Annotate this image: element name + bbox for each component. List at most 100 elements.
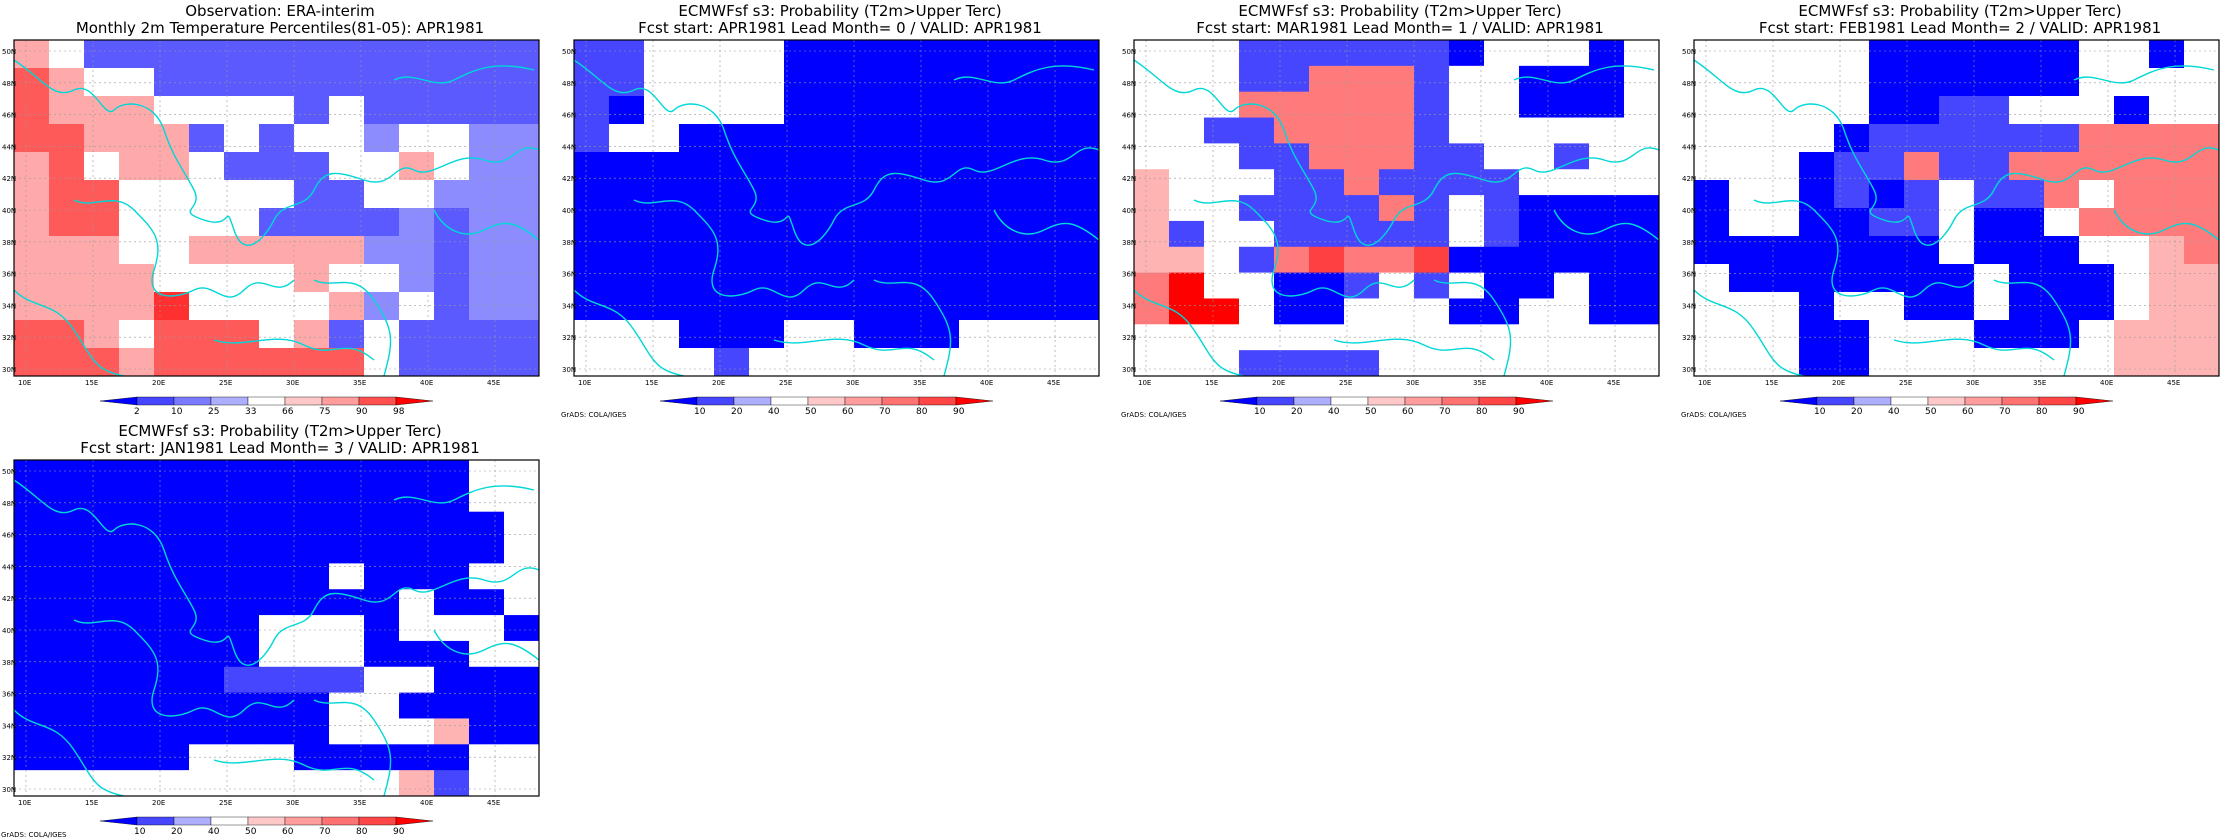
grid-cell — [434, 485, 470, 513]
coastline-path — [13, 479, 540, 666]
grid-cell — [1204, 246, 1240, 274]
grid-cell — [2114, 320, 2150, 349]
grid-cell — [49, 511, 85, 539]
coastline-path — [1553, 209, 1660, 241]
colorbar-swatch — [247, 816, 286, 826]
coastline-path — [73, 199, 295, 298]
lon-tick-label: 30E — [846, 379, 859, 387]
colorbar-swatch — [136, 816, 175, 826]
grid-cell — [504, 537, 540, 564]
grid-cell — [504, 292, 540, 321]
grid-cell — [224, 589, 260, 616]
grid-cell — [2079, 152, 2115, 181]
grid-cell — [609, 348, 645, 377]
grid-cell — [154, 718, 190, 745]
grid-cell — [819, 208, 855, 237]
colorbar-swatch — [1367, 396, 1406, 406]
grid-cell — [1169, 169, 1205, 196]
grid-cell — [994, 40, 1030, 69]
grid-cell — [1064, 236, 1100, 265]
colorbar-swatch — [1816, 396, 1855, 406]
grid-cell — [294, 692, 330, 719]
lat-tick-label: 44N — [1122, 143, 1136, 151]
grid-cell — [1064, 208, 1100, 237]
grid-cell — [1029, 152, 1065, 181]
colorbar-label: 10 — [1814, 407, 1826, 417]
grid-cell — [469, 718, 505, 745]
coastline-path — [313, 699, 392, 797]
grid-cell — [434, 180, 470, 209]
grid-cell — [329, 236, 365, 265]
grid-cell — [189, 485, 225, 513]
grid-cell — [854, 152, 890, 181]
grid-cell — [14, 236, 50, 265]
grid-cell — [1799, 236, 1835, 265]
grid-cell — [1379, 169, 1415, 196]
grid-cell — [119, 320, 155, 349]
grid-cell — [2044, 208, 2080, 237]
grid-cell — [2114, 292, 2150, 321]
grid-cell — [154, 770, 190, 797]
grid-cell — [784, 208, 820, 237]
grid-cell — [189, 770, 225, 797]
grid-cell — [259, 208, 295, 237]
grid-cell — [644, 236, 680, 265]
grid-cell — [1029, 124, 1065, 153]
grid-cell — [1519, 246, 1555, 274]
grid-cell — [1379, 40, 1415, 67]
grid-cell — [504, 460, 540, 487]
grid-cell — [854, 292, 890, 321]
grid-cell — [469, 68, 505, 97]
grid-cell — [994, 124, 1030, 153]
grid-cell — [364, 236, 400, 265]
grid-cell — [644, 292, 680, 321]
lon-tick-label: 35E — [353, 799, 366, 807]
grid-cell — [1169, 220, 1205, 248]
grid-cell — [1729, 180, 1765, 209]
grid-cell — [259, 348, 295, 377]
grid-cell — [784, 264, 820, 293]
lat-tick-label: 40N — [1122, 207, 1136, 215]
grid-cell — [1589, 40, 1625, 67]
colorbar-swatch — [173, 396, 212, 406]
grid-cell — [1834, 152, 1870, 181]
grid-cell — [469, 40, 505, 69]
grid-cell — [1204, 298, 1240, 325]
grid-cell — [84, 348, 120, 377]
grid-cell — [329, 563, 365, 590]
grid-cell — [1519, 169, 1555, 196]
colorbar-label: 50 — [805, 407, 817, 417]
grid-cell — [819, 124, 855, 153]
grid-cell — [434, 511, 470, 539]
grid-cell — [1029, 320, 1065, 349]
grid-cell — [1274, 298, 1310, 325]
grid-cell — [364, 68, 400, 97]
grid-cell — [259, 692, 295, 719]
grid-cell — [1904, 68, 1940, 97]
grid-cell — [434, 460, 470, 487]
grid-cell — [819, 264, 855, 293]
grid-cell — [189, 640, 225, 668]
grid-cell — [1799, 264, 1835, 293]
grid-cell — [1554, 272, 1590, 299]
grid-cell — [1729, 96, 1765, 125]
panel-subtitle: Monthly 2m Temperature Percentiles(81-05… — [75, 19, 485, 37]
colorbar-label: 40 — [768, 407, 780, 417]
grid-cell — [994, 208, 1030, 237]
lon-tick-label: 20E — [152, 799, 165, 807]
grid-cell — [1904, 320, 1940, 349]
grid-cell — [224, 96, 260, 125]
grid-cell — [189, 152, 225, 181]
grid-cell — [1904, 124, 1940, 153]
grid-cell — [2149, 208, 2185, 237]
grid-cell — [1204, 272, 1240, 299]
grid-cell — [1344, 298, 1380, 325]
grid-cell — [399, 615, 435, 642]
grid-cell — [364, 770, 400, 797]
grid-cell — [2044, 320, 2080, 349]
grid-cell — [1974, 124, 2010, 153]
grid-cell — [119, 666, 155, 694]
grid-cell — [1904, 348, 1940, 377]
lat-tick-label: 32N — [562, 334, 576, 342]
colorbar-label: 10 — [171, 407, 183, 417]
